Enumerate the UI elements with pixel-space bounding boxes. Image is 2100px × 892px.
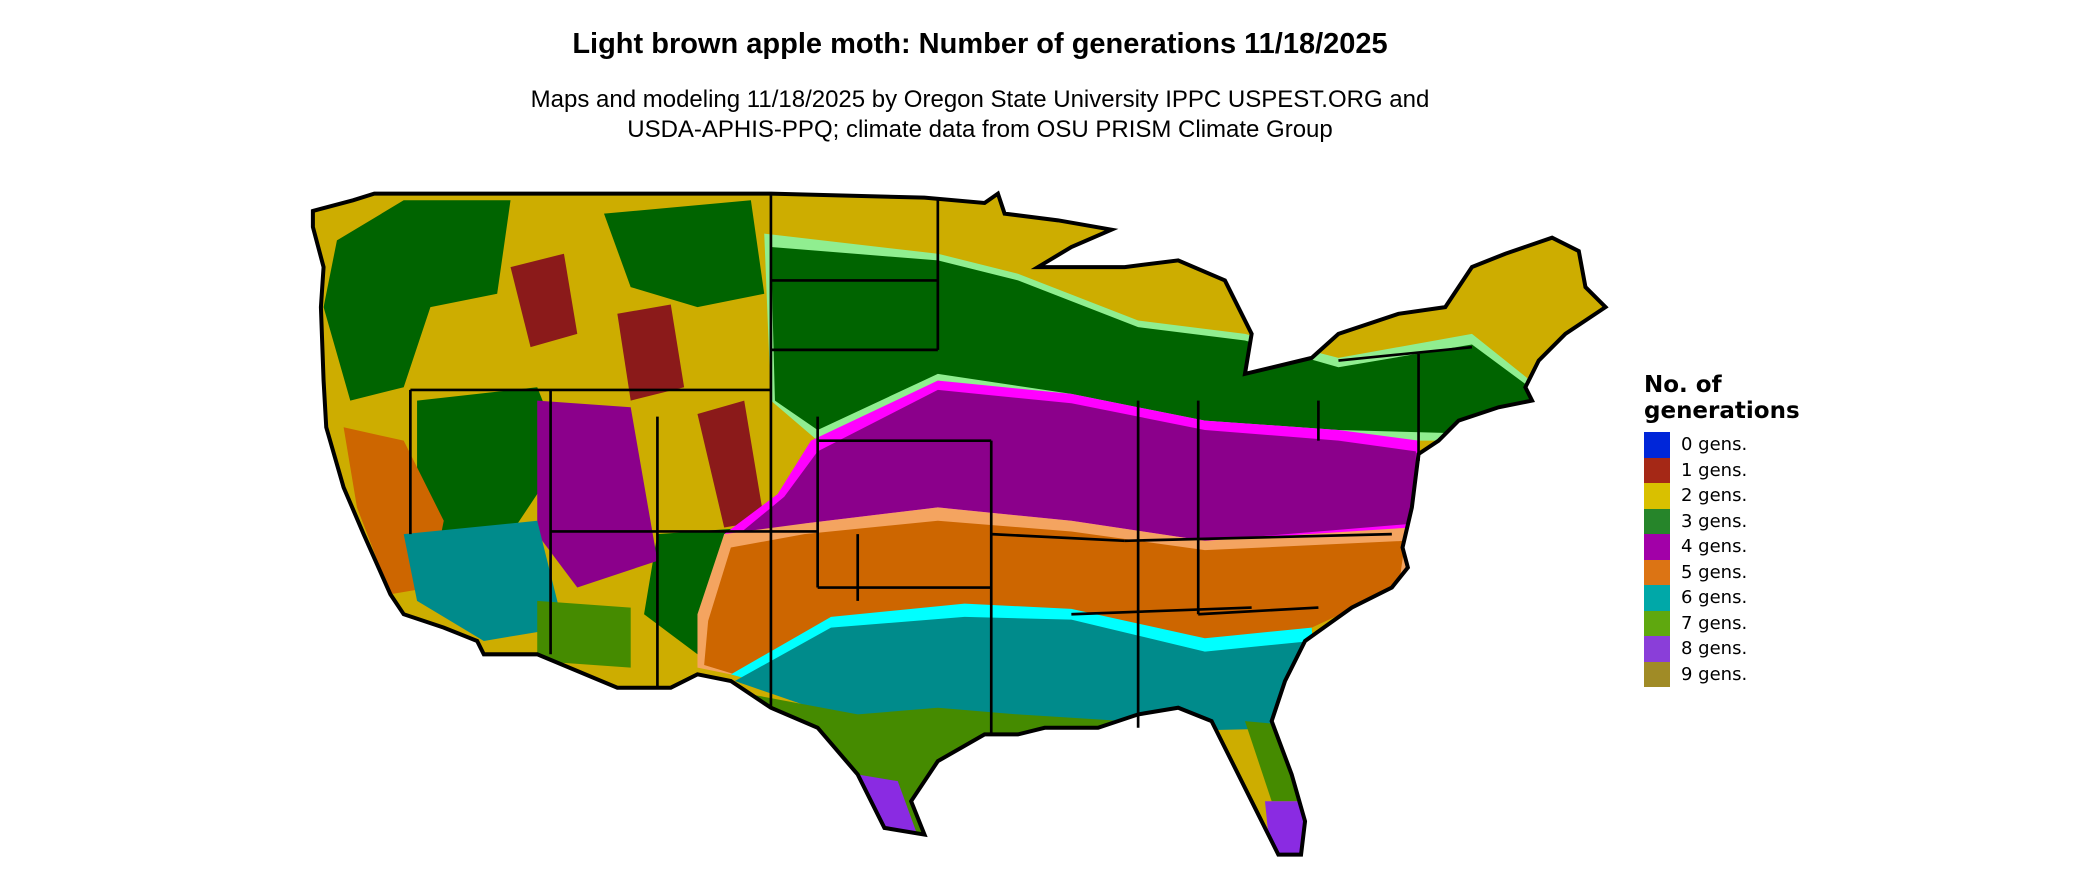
legend-label: 9 gens. bbox=[1681, 663, 1748, 685]
legend-label: 3 gens. bbox=[1681, 510, 1748, 532]
zone-3-gens-montana bbox=[604, 200, 765, 308]
legend-swatch bbox=[1644, 508, 1670, 534]
zone-1-gens-colorado bbox=[697, 400, 765, 528]
map-title: Light brown apple moth: Number of genera… bbox=[572, 28, 1388, 60]
legend-label: 8 gens. bbox=[1681, 638, 1748, 660]
legend-label: 4 gens. bbox=[1681, 536, 1748, 558]
zone-1-gens-idaho bbox=[510, 253, 578, 348]
state-border bbox=[991, 532, 1125, 543]
legend-title-line1: No. of bbox=[1644, 372, 1722, 398]
zone-3-gens bbox=[770, 247, 1539, 434]
state-border bbox=[1198, 606, 1319, 616]
state-border bbox=[1124, 532, 1392, 543]
legend-label: 0 gens. bbox=[1681, 434, 1748, 456]
legend-swatch bbox=[1644, 457, 1670, 483]
state-border bbox=[1338, 345, 1473, 362]
legend-item: 8 gens. bbox=[1644, 636, 1800, 662]
legend-item: 4 gens. bbox=[1644, 534, 1800, 560]
legend-label: 1 gens. bbox=[1681, 459, 1748, 481]
legend-swatch bbox=[1644, 534, 1670, 560]
legend-swatch bbox=[1644, 636, 1670, 662]
zone-1-gens-wyoming bbox=[617, 304, 685, 401]
legend-item: 6 gens. bbox=[1644, 585, 1800, 611]
legend-item: 0 gens. bbox=[1644, 432, 1800, 458]
legend-title-line2: generations bbox=[1644, 398, 1800, 424]
legend-label: 7 gens. bbox=[1681, 612, 1748, 634]
zone-7-gens-texas bbox=[750, 694, 1125, 855]
legend-label: 6 gens. bbox=[1681, 587, 1748, 609]
zone-6-gens-sw bbox=[403, 520, 564, 641]
legend-swatch bbox=[1644, 585, 1670, 611]
legend-label: 5 gens. bbox=[1681, 561, 1748, 583]
legend-item: 1 gens. bbox=[1644, 457, 1800, 483]
legend-item: 3 gens. bbox=[1644, 508, 1800, 534]
zone-8-gens-florida bbox=[1264, 801, 1319, 855]
legend-item: 2 gens. bbox=[1644, 483, 1800, 509]
map-subtitle-line2: USDA-APHIS-PPQ; climate data from OSU PR… bbox=[627, 116, 1333, 143]
legend-swatch bbox=[1644, 432, 1670, 458]
zone-4-gens bbox=[717, 389, 1416, 608]
legend-label: 2 gens. bbox=[1681, 485, 1748, 507]
map-subtitle-line1: Maps and modeling 11/18/2025 by Oregon S… bbox=[530, 86, 1430, 113]
legend-swatch bbox=[1644, 559, 1670, 585]
legend-swatch bbox=[1644, 610, 1670, 636]
legend-item: 9 gens. bbox=[1644, 661, 1800, 687]
zone-7-gens-arizona bbox=[537, 600, 631, 668]
zone-4-gens-west bbox=[537, 400, 658, 588]
legend-swatch bbox=[1644, 661, 1670, 687]
legend-item: 7 gens. bbox=[1644, 610, 1800, 636]
zone-3-gens-west bbox=[323, 200, 511, 401]
zone-3-gens-utah bbox=[417, 387, 564, 561]
legend-title: No. of generations bbox=[1644, 372, 1800, 424]
state-border bbox=[1071, 606, 1252, 616]
legend-swatch bbox=[1644, 483, 1670, 509]
legend-item: 5 gens. bbox=[1644, 559, 1800, 585]
legend: No. of generations 0 gens. 1 gens. 2 gens.… bbox=[1644, 372, 1800, 687]
